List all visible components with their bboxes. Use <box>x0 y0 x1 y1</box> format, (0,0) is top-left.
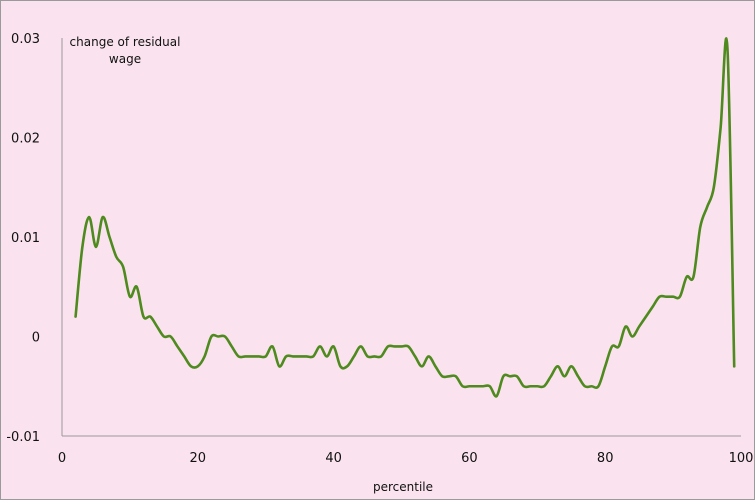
x-axis-title: percentile <box>373 480 433 494</box>
y-tick-label: 0.03 <box>11 32 40 47</box>
axes <box>61 38 741 437</box>
y-tick-label: 0.02 <box>11 132 40 147</box>
annotation-line-1: change of residual <box>70 35 181 49</box>
y-tick-label: 0 <box>32 331 40 346</box>
x-tick-label: 60 <box>461 451 478 466</box>
y-tick-label: 0.01 <box>11 231 40 246</box>
x-tick-label: 80 <box>597 451 614 466</box>
tick-labels: -0.01 0 0.01 0.02 0.03 0 20 40 60 80 100 <box>6 32 753 466</box>
x-tick-label: 100 <box>729 451 754 466</box>
annotation-line-2: wage <box>109 52 141 66</box>
x-tick-label: 20 <box>190 451 207 466</box>
x-tick-label: 40 <box>325 451 342 466</box>
y-tick-label: -0.01 <box>6 430 40 445</box>
series-line <box>74 37 736 398</box>
x-tick-label: 0 <box>58 451 66 466</box>
